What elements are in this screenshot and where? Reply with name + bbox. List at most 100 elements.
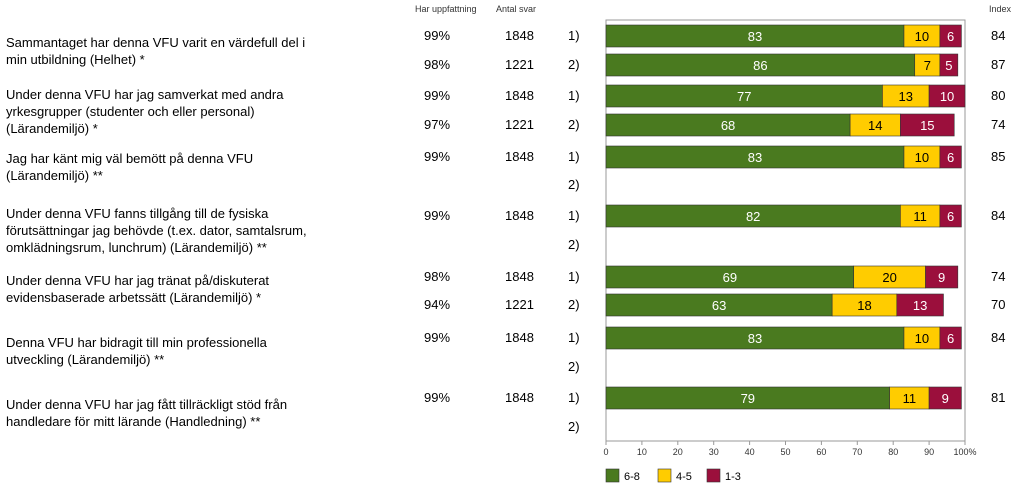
response-count: 1221 — [505, 57, 534, 72]
data-label: 79 — [741, 391, 755, 406]
data-label: 86 — [753, 58, 767, 73]
bar-segment-1-3 — [939, 53, 959, 77]
question-text: Denna VFU har bidragit till min professi… — [6, 335, 267, 367]
data-label: 63 — [712, 298, 726, 313]
index-value: 84 — [991, 208, 1006, 223]
index-value: 80 — [991, 88, 1006, 103]
group-marker: 2) — [568, 419, 580, 434]
response-count: 1848 — [505, 88, 534, 103]
bar-segment-1-3 — [939, 24, 962, 48]
data-label: 10 — [915, 29, 929, 44]
group-marker: 1) — [568, 330, 580, 345]
perception-value: 99% — [424, 330, 451, 345]
index-value: 74 — [991, 269, 1006, 284]
index-value: 85 — [991, 149, 1006, 164]
index-value: 84 — [991, 330, 1006, 345]
data-label: 83 — [748, 331, 762, 346]
data-label: 83 — [748, 150, 762, 165]
index-value: 70 — [991, 297, 1006, 312]
data-label: 13 — [913, 298, 927, 313]
question-text: Sammantaget har denna VFU varit en värde… — [6, 35, 306, 67]
legend-swatch — [706, 468, 721, 483]
bar-segment-1-3 — [939, 326, 962, 350]
bar-segment-1-3 — [939, 204, 962, 228]
perception-value: 99% — [424, 390, 451, 405]
data-label: 6 — [947, 29, 954, 44]
data-label: 11 — [913, 209, 927, 224]
x-tick-label: 0 — [603, 447, 608, 457]
bar-segment-1-3 — [939, 145, 962, 169]
group-marker: 1) — [568, 208, 580, 223]
group-marker: 2) — [568, 57, 580, 72]
legend-swatch — [657, 468, 672, 483]
header-perception: Har uppfattning — [415, 4, 477, 14]
data-label: 5 — [945, 58, 952, 73]
x-tick-label: 20 — [673, 447, 683, 457]
bar-segment-1-3 — [925, 265, 959, 289]
perception-value: 99% — [424, 149, 451, 164]
data-label: 83 — [748, 29, 762, 44]
header-index: Index — [989, 4, 1012, 14]
group-marker: 1) — [568, 269, 580, 284]
legend-label: 6-8 — [624, 471, 640, 483]
legend-swatch — [605, 468, 620, 483]
x-tick-label: 90 — [924, 447, 934, 457]
question-text: Under denna VFU har jag samverkat med an… — [6, 87, 284, 136]
bar-segment-1-3 — [928, 84, 966, 108]
data-label: 11 — [903, 391, 917, 406]
data-label: 6 — [947, 331, 954, 346]
data-label: 9 — [938, 270, 945, 285]
plot-frame — [605, 19, 966, 442]
x-tick-label: 60 — [816, 447, 826, 457]
response-count: 1221 — [505, 117, 534, 132]
response-count: 1848 — [505, 208, 534, 223]
data-label: 14 — [868, 118, 882, 133]
perception-value: 98% — [424, 269, 451, 284]
perception-value: 99% — [424, 208, 451, 223]
index-value: 81 — [991, 390, 1006, 405]
data-label: 6 — [947, 150, 954, 165]
data-label: 69 — [723, 270, 737, 285]
data-label: 18 — [857, 298, 871, 313]
group-marker: 2) — [568, 237, 580, 252]
question-text: Under denna VFU fanns tillgång till de f… — [6, 206, 307, 255]
response-count: 1221 — [505, 297, 534, 312]
response-count: 1848 — [505, 269, 534, 284]
question-text: Under denna VFU har jag fått tillräcklig… — [6, 397, 288, 429]
bar-segment-1-3 — [928, 386, 962, 410]
response-count: 1848 — [505, 390, 534, 405]
legend-label: 4-5 — [676, 471, 692, 483]
x-tick-label: 10 — [637, 447, 647, 457]
perception-value: 94% — [424, 297, 451, 312]
question-text: Under denna VFU har jag tränat på/diskut… — [6, 273, 270, 305]
perception-value: 98% — [424, 57, 451, 72]
index-value: 74 — [991, 117, 1006, 132]
index-value: 84 — [991, 28, 1006, 43]
group-marker: 1) — [568, 390, 580, 405]
perception-value: 99% — [424, 28, 451, 43]
perception-value: 97% — [424, 117, 451, 132]
group-marker: 2) — [568, 177, 580, 192]
group-marker: 2) — [568, 297, 580, 312]
question-text: Jag har känt mig väl bemött på denna VFU… — [6, 151, 254, 183]
data-label: 20 — [882, 270, 896, 285]
group-marker: 2) — [568, 359, 580, 374]
data-label: 10 — [915, 150, 929, 165]
data-label: 7 — [924, 58, 931, 73]
x-tick-label: 50 — [780, 447, 790, 457]
group-marker: 1) — [568, 28, 580, 43]
x-tick-label: 30 — [709, 447, 719, 457]
header-responses: Antal svar — [496, 4, 537, 14]
data-label: 13 — [899, 89, 913, 104]
response-count: 1848 — [505, 330, 534, 345]
bar-segment-1-3 — [900, 113, 955, 137]
index-value: 87 — [991, 57, 1006, 72]
data-label: 82 — [746, 209, 760, 224]
data-label: 10 — [915, 331, 929, 346]
bar-segment-1-3 — [896, 293, 944, 317]
data-label: 68 — [721, 118, 735, 133]
data-label: 6 — [947, 209, 954, 224]
data-label: 9 — [942, 391, 949, 406]
x-tick-label: 40 — [745, 447, 755, 457]
